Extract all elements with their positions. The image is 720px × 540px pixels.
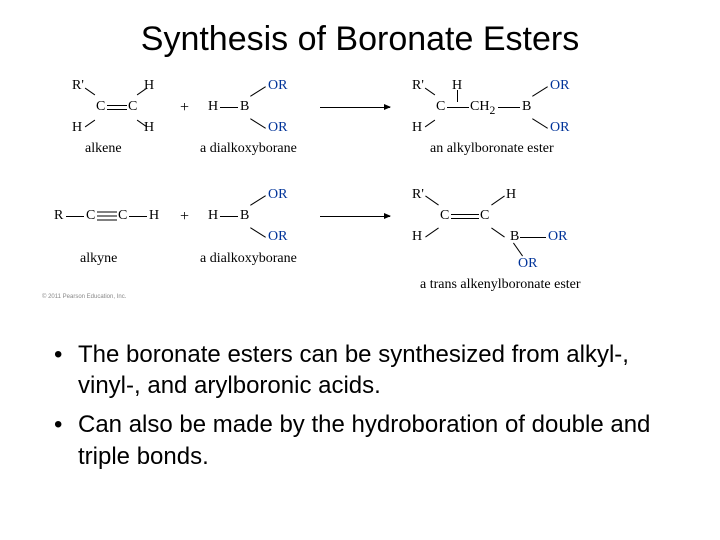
borane1-label: a dialkoxyborane — [200, 141, 297, 157]
borane1-h: H — [208, 100, 218, 114]
alkyne-c1: C — [86, 209, 95, 223]
prod1-b: B — [522, 100, 531, 114]
row1-plus: + — [180, 100, 189, 116]
prod2-or1: OR — [548, 230, 567, 244]
alkyne-r: R — [54, 209, 63, 223]
prod2-h-top: H — [506, 188, 516, 202]
bullet-item: The boronate esters can be synthesized f… — [50, 339, 680, 401]
alkene-h-br: H — [144, 121, 154, 135]
alkene-label: alkene — [85, 141, 122, 157]
borane2-or2: OR — [268, 230, 287, 244]
row1-arrow — [320, 107, 390, 108]
alkene-c2: C — [128, 100, 137, 114]
prod2-rprime: R' — [412, 188, 424, 202]
prod1-h-left: H — [412, 121, 422, 135]
page-title: Synthesis of Boronate Esters — [40, 20, 680, 59]
alkene-h-bl: H — [72, 121, 82, 135]
bullet-list: The boronate esters can be synthesized f… — [40, 339, 680, 472]
row2-arrow — [320, 216, 390, 217]
reaction-diagram: R' H H H C C alkene + H B OR OR a dialko… — [50, 79, 670, 309]
triple-bond-icon — [97, 210, 117, 222]
prod1-or2: OR — [550, 121, 569, 135]
prod1-label: an alkylboronate ester — [430, 141, 554, 157]
borane2-h: H — [208, 209, 218, 223]
prod2-h-left: H — [412, 230, 422, 244]
borane2-b: B — [240, 209, 249, 223]
copyright-text: © 2011 Pearson Education, Inc. — [42, 294, 126, 300]
alkene-c1: C — [96, 100, 105, 114]
row2-plus: + — [180, 209, 189, 225]
alkene-h-tr: H — [144, 79, 154, 93]
borane1-b: B — [240, 100, 249, 114]
borane1-or1: OR — [268, 79, 287, 93]
prod2-or2: OR — [518, 257, 537, 271]
prod1-ch2: CH2 — [470, 100, 495, 116]
alkyne-h: H — [149, 209, 159, 223]
prod2-c2: C — [480, 209, 489, 223]
prod1-c1: C — [436, 100, 445, 114]
alkyne-c2: C — [118, 209, 127, 223]
prod2-b: B — [510, 230, 519, 244]
alkyne-label: alkyne — [80, 251, 117, 267]
prod2-c1: C — [440, 209, 449, 223]
borane1-or2: OR — [268, 121, 287, 135]
prod2-label: a trans alkenylboronate ester — [420, 277, 581, 293]
alkene-rprime: R' — [72, 79, 84, 93]
prod1-rprime: R' — [412, 79, 424, 93]
borane2-or1: OR — [268, 188, 287, 202]
bullet-item: Can also be made by the hydroboration of… — [50, 409, 680, 471]
borane2-label: a dialkoxyborane — [200, 251, 297, 267]
prod1-or1: OR — [550, 79, 569, 93]
